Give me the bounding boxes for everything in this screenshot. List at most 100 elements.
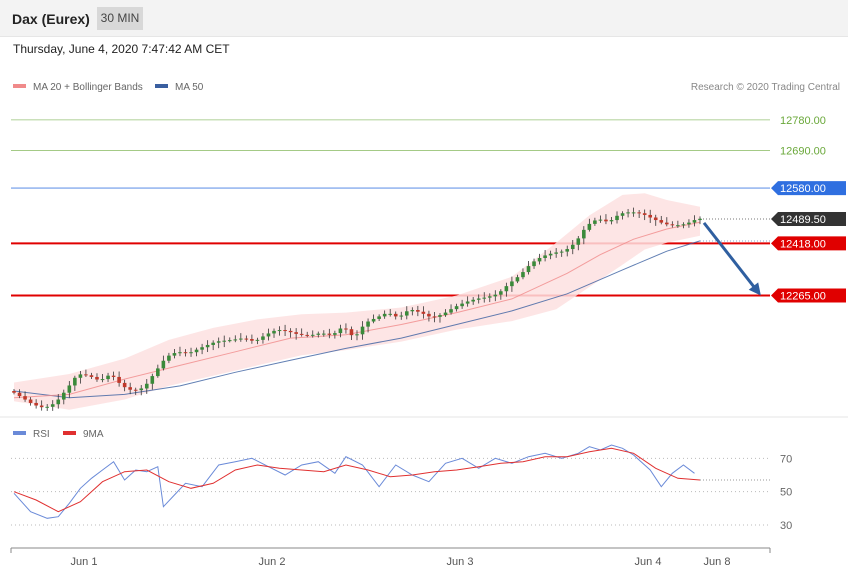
rsi-tick-label: 70 — [780, 453, 792, 465]
candle-body — [554, 252, 558, 254]
time-tick-label: Jun 1 — [71, 556, 98, 568]
candle-body — [659, 220, 664, 223]
candle-body — [161, 360, 166, 369]
candle-body — [460, 303, 464, 307]
candle-body — [255, 339, 260, 341]
candle-body — [227, 340, 232, 342]
rsi-legend-label: 9MA — [83, 429, 104, 440]
candle-body — [393, 313, 398, 317]
timeframe-button[interactable]: 30 MIN — [97, 7, 143, 30]
candle-body — [648, 214, 653, 218]
candle-body — [388, 313, 392, 315]
candle-body — [205, 344, 210, 348]
candle-body — [548, 253, 553, 256]
candle-body — [642, 213, 647, 215]
last-price-tag — [771, 211, 846, 226]
candle-body — [194, 349, 199, 353]
pivot-label: 12580.00 — [780, 183, 826, 195]
rsi-legend-swatch — [63, 431, 76, 435]
candle-body — [156, 368, 160, 377]
candle-body — [576, 238, 581, 245]
candle-body — [410, 310, 415, 312]
candle-body — [67, 385, 72, 393]
candle-body — [526, 266, 531, 273]
candle-body — [687, 222, 691, 225]
rsi-tick-label: 50 — [780, 487, 792, 499]
candle-body — [615, 215, 619, 221]
candle-body — [106, 375, 110, 380]
candle-body — [487, 296, 492, 298]
candle-body — [266, 333, 271, 337]
candle-body — [111, 375, 116, 377]
chart-credit: Research © 2020 Trading Central — [691, 82, 840, 93]
legend-label: MA 20 + Bollinger Bands — [33, 82, 143, 93]
bollinger-band — [14, 193, 700, 410]
candle-body — [305, 334, 310, 336]
candle-body — [122, 382, 127, 388]
rsi-legend-label: RSI — [33, 429, 50, 440]
time-tick-label: Jun 2 — [259, 556, 286, 568]
candle-body — [499, 291, 503, 295]
candle-body — [73, 377, 77, 386]
candle-body — [626, 212, 630, 214]
candle-body — [216, 341, 221, 343]
support-tag — [771, 236, 846, 251]
candle-body — [582, 229, 586, 239]
candle-body — [421, 311, 426, 314]
candle-body — [277, 330, 282, 332]
support-label: 12265.00 — [780, 291, 826, 303]
candle-body — [432, 316, 437, 318]
candle-body — [631, 212, 636, 214]
candle-body — [598, 219, 603, 221]
candle-body — [283, 330, 287, 332]
legend-swatch — [13, 84, 26, 88]
candle-body — [45, 406, 49, 408]
candle-body — [653, 217, 658, 221]
candle-body — [593, 220, 597, 224]
time-axis: Jun 1 Jun 2 Jun 3 Jun 4 Jun 8 — [10, 547, 771, 568]
candle-body — [471, 299, 475, 302]
candle-body — [150, 376, 155, 384]
candle-body — [316, 333, 321, 335]
candle-body — [310, 334, 315, 336]
candle-body — [382, 313, 387, 317]
candle-body — [515, 277, 520, 282]
candle-body — [222, 340, 227, 342]
candle-body — [404, 311, 409, 316]
rsi-panel: RSI 9MA 70 50 30 — [0, 416, 848, 532]
candle-body — [355, 334, 359, 336]
resistance-label: 12780.00 — [780, 115, 826, 127]
candle-body — [565, 249, 570, 252]
candle-body — [438, 315, 442, 317]
candle-body — [620, 213, 625, 216]
candle-body — [100, 379, 105, 381]
candle-body — [183, 352, 188, 354]
candle-body — [443, 312, 448, 316]
rsi-line — [13, 444, 695, 519]
candle-body — [482, 297, 487, 299]
candle-body — [294, 332, 298, 334]
ma50-line — [13, 240, 701, 399]
candle-body — [172, 353, 177, 356]
candle-body — [327, 333, 332, 335]
forecast-arrow-head — [748, 282, 761, 296]
candle-body — [543, 255, 547, 258]
candle-body — [637, 212, 641, 214]
candle-body — [371, 318, 376, 322]
candle-body — [676, 225, 680, 227]
candle-body — [537, 258, 542, 262]
candle-body — [56, 399, 61, 405]
candle-body — [17, 392, 22, 397]
forecast-arrow-shaft — [702, 221, 759, 292]
legend-swatch — [155, 84, 168, 88]
candle-body — [366, 321, 370, 327]
candle-body — [178, 352, 182, 354]
candle-body — [117, 376, 121, 383]
time-tick-label: Jun 4 — [635, 556, 662, 568]
candle-body — [239, 338, 243, 340]
candle-body — [521, 272, 525, 278]
candle-body — [609, 220, 614, 222]
support-tag — [771, 288, 846, 303]
candle-body — [510, 281, 514, 287]
candle-body — [360, 326, 365, 335]
